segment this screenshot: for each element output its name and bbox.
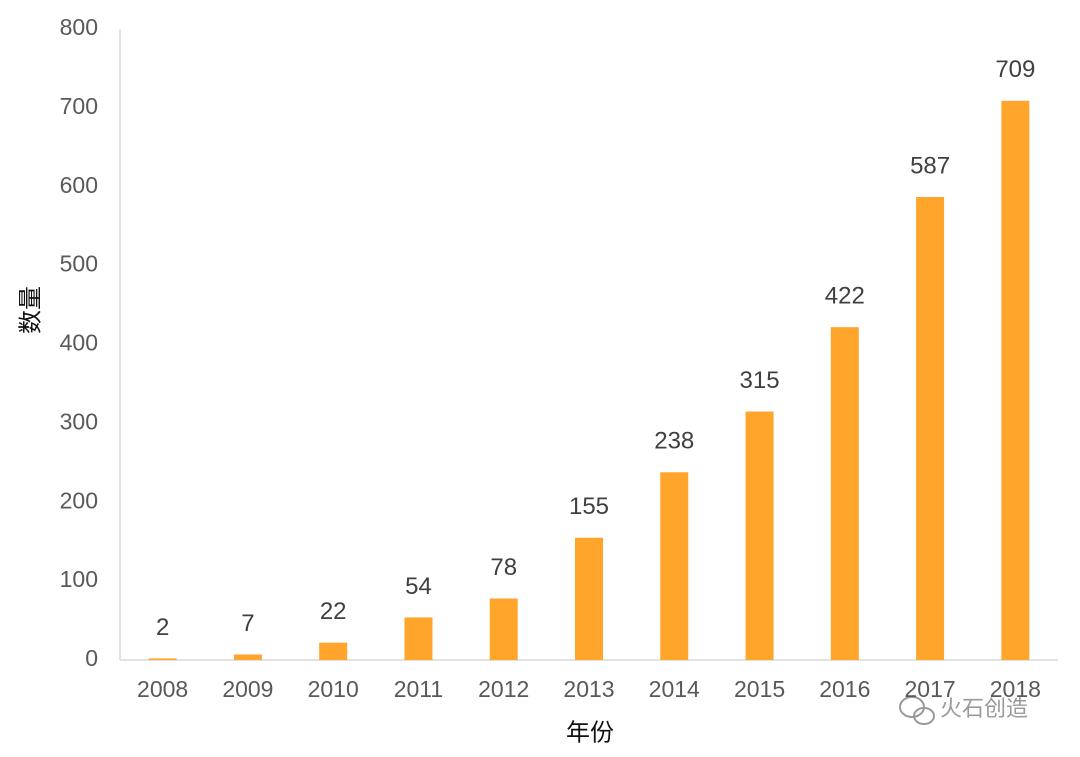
bar: [830, 327, 859, 660]
y-tick-label: 600: [60, 172, 98, 198]
y-tick-label: 500: [60, 251, 98, 277]
bar: [319, 642, 348, 660]
bar: [916, 197, 945, 660]
value-label: 155: [569, 493, 609, 520]
x-tick-label: 2011: [394, 676, 443, 702]
y-tick-label: 200: [60, 487, 98, 513]
watermark: 火石创造: [940, 696, 1028, 721]
x-tick-label: 2012: [478, 676, 529, 702]
y-tick-label: 0: [85, 645, 98, 671]
y-tick-label: 800: [60, 14, 98, 40]
value-label: 238: [654, 428, 694, 455]
value-label: 2: [156, 614, 169, 641]
x-tick-label: 2016: [819, 676, 870, 702]
y-axis-title: 数量: [17, 286, 44, 334]
x-tick-label: 2009: [222, 676, 273, 702]
value-label: 22: [320, 598, 347, 625]
value-label: 709: [995, 56, 1035, 83]
bar: [489, 598, 518, 660]
bar: [1001, 100, 1030, 661]
value-label: 78: [490, 554, 517, 581]
bar: [404, 617, 433, 660]
bar: [660, 472, 689, 660]
value-label: 7: [241, 610, 254, 637]
x-axis-title: 年份: [566, 719, 614, 746]
y-tick-label: 300: [60, 408, 98, 434]
value-label: 422: [825, 282, 865, 309]
value-label: 54: [405, 573, 432, 600]
x-tick-label: 2010: [308, 676, 359, 702]
y-tick-label: 700: [60, 93, 98, 119]
y-tick-label: 100: [60, 566, 98, 592]
x-tick-label: 2017: [905, 676, 956, 702]
x-tick-label: 2013: [563, 676, 614, 702]
x-tick-label: 2015: [734, 676, 785, 702]
x-tick-label: 2014: [649, 676, 700, 702]
value-label: 587: [910, 152, 950, 179]
bar: [745, 411, 774, 660]
watermark-icon: [899, 696, 935, 725]
bar: [148, 658, 177, 660]
bar: [233, 654, 262, 660]
value-label: 315: [740, 367, 780, 394]
x-tick-label: 2018: [990, 676, 1041, 702]
bar: [575, 537, 603, 660]
y-tick-label: 400: [60, 330, 98, 356]
x-tick-label: 2008: [137, 676, 188, 702]
